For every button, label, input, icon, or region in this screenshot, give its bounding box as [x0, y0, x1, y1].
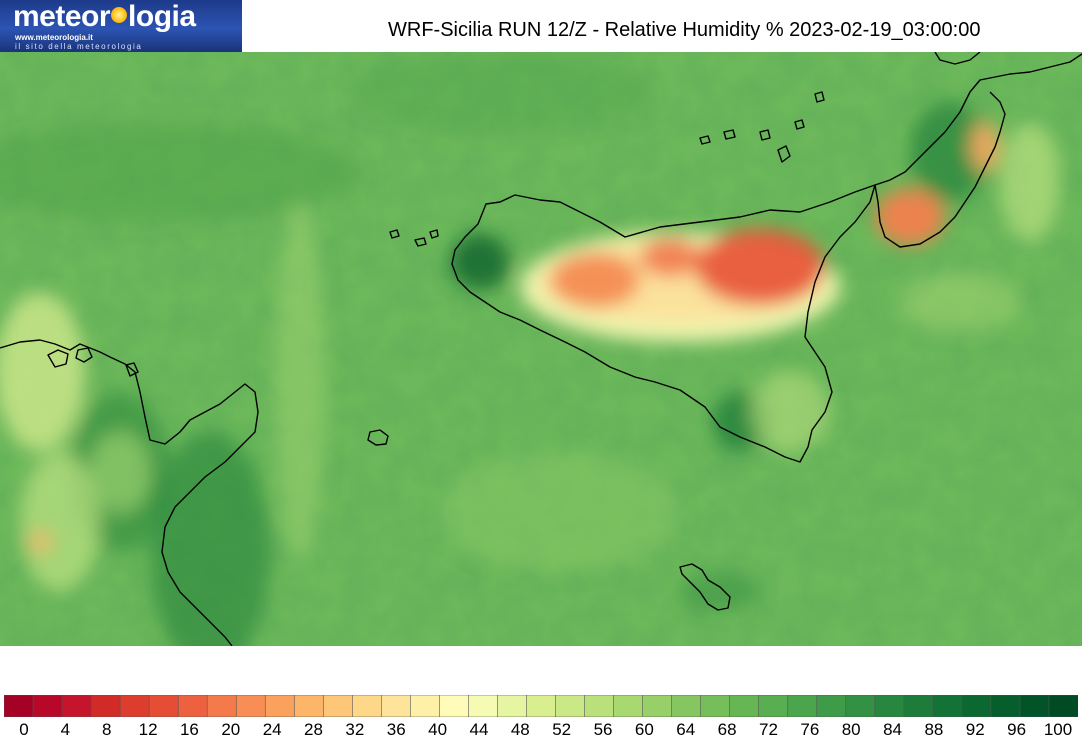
colorbar-tick-label: 84 [883, 720, 903, 739]
colorbar-swatch [293, 695, 325, 717]
colorbar-tick-label: 80 [841, 720, 861, 739]
colorbar-swatch [90, 695, 121, 717]
colorbar-swatch [555, 695, 586, 717]
colorbar-swatch [874, 695, 905, 717]
lipari-islands [699, 91, 825, 163]
colorbar-tick-label: 8 [101, 720, 112, 739]
colorbar-swatch [1048, 695, 1078, 717]
colorbar-swatch [32, 695, 63, 717]
logo-url: www.meteorologia.it [15, 33, 93, 42]
colorbar-swatch [177, 695, 208, 717]
colorbar-swatch [439, 695, 470, 717]
humidity-map [0, 52, 1082, 646]
colorbar-tick-label: 44 [469, 720, 489, 739]
colorbar-tick-label: 4 [60, 720, 71, 739]
malta-island [679, 563, 731, 611]
map-title: WRF-Sicilia RUN 12/Z - Relative Humidity… [388, 19, 981, 41]
sun-icon [111, 7, 128, 24]
colorbar-tick-label: 72 [759, 720, 778, 739]
colorbar-swatch [497, 695, 528, 717]
colorbar-swatch [903, 695, 934, 717]
colorbar-tick-label: 56 [593, 720, 613, 739]
north-coast [934, 52, 981, 65]
colorbar-ticks: 0 4 8 12 16 20 24 28 32 36 40 44 48 52 56 60 64 68 72 76 80 8… [0, 720, 1082, 740]
colorbar-tick-label: 96 [1007, 720, 1027, 739]
colorbar-swatch [526, 695, 557, 717]
colorbar-swatch [700, 695, 731, 717]
colorbar-swatch [61, 695, 92, 717]
colorbar-tick-label: 40 [428, 720, 448, 739]
colorbar-tick-label: 20 [221, 720, 241, 739]
colorbar-tick-label: 60 [634, 720, 654, 739]
meteorologia-logo: meteor logia www.meteorologia.it il sito … [0, 0, 242, 52]
humidity-colorbar [4, 695, 1078, 717]
colorbar-swatch [961, 695, 992, 717]
colorbar-tick-label: 12 [138, 720, 158, 739]
humidity-patches [0, 52, 1060, 646]
colorbar-tick-label: 0 [19, 720, 29, 739]
colorbar-tick-label: 28 [304, 720, 323, 739]
colorbar-tick-label: 88 [924, 720, 944, 739]
colorbar-swatch [758, 695, 789, 717]
colorbar-swatch [845, 695, 876, 717]
calabria-coastline [874, 53, 1082, 248]
colorbar-tick-label: 64 [676, 720, 696, 739]
colorbar-tick-label: 52 [552, 720, 572, 739]
colorbar-swatch [381, 695, 412, 717]
colorbar-swatch [264, 695, 296, 717]
colorbar-swatch [1019, 695, 1050, 717]
colorbar-swatch [671, 695, 702, 717]
pantelleria-island [367, 429, 389, 446]
colorbar-tick-label: 24 [262, 720, 282, 739]
colorbar-swatch [787, 695, 818, 717]
colorbar-swatch [119, 695, 150, 717]
colorbar-swatch [816, 695, 847, 717]
colorbar-swatch [990, 695, 1021, 717]
colorbar-swatch [410, 695, 441, 717]
tunisia-coastline [0, 339, 259, 646]
coastlines [0, 52, 1082, 646]
colorbar-swatch [642, 695, 673, 717]
colorbar-swatch [235, 695, 267, 717]
lampedusa-islands [47, 347, 139, 377]
colorbar-swatch [4, 695, 34, 717]
colorbar-tick-label: 68 [717, 720, 737, 739]
colorbar-tick-label: 16 [179, 720, 199, 739]
colorbar-swatch [613, 695, 644, 717]
colorbar-tick-label: 76 [800, 720, 820, 739]
colorbar-tick-label: 36 [386, 720, 406, 739]
colorbar-swatch [322, 695, 354, 717]
colorbar-tick-label: 92 [965, 720, 985, 739]
logo-wordmark: meteor logia [13, 0, 196, 33]
colorbar-swatch [352, 695, 383, 717]
logo-tagline: il sito della meteorologia [15, 42, 143, 51]
colorbar-tick-label: 32 [345, 720, 365, 739]
colorbar-swatch [932, 695, 963, 717]
egadi-islands [389, 229, 439, 247]
colorbar-swatch [148, 695, 179, 717]
colorbar-swatch [206, 695, 238, 717]
colorbar-tick-label: 100 [1043, 720, 1073, 739]
colorbar-swatch [584, 695, 615, 717]
colorbar-swatch [468, 695, 499, 717]
sicily-coastline [451, 184, 876, 463]
colorbar-swatch [729, 695, 760, 717]
colorbar-tick-label: 48 [510, 720, 530, 739]
